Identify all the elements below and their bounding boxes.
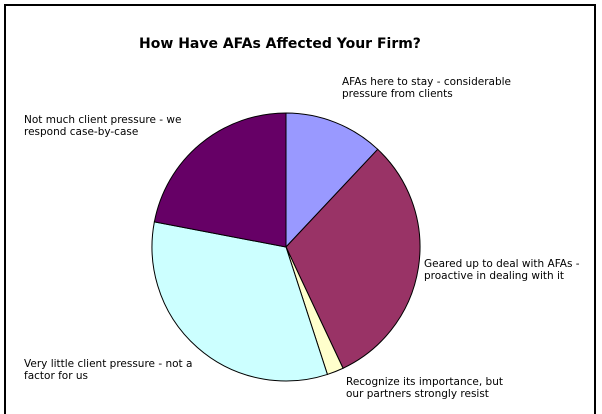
pie-slice-3 — [151, 221, 329, 382]
pie-slice-0 — [285, 112, 379, 249]
slice-label-geared-up: Geared up to deal with AFAs - proactive … — [424, 258, 580, 282]
pie-slice-4 — [153, 112, 287, 248]
slice-label-not-much-pressure: Not much client pressure - we respond ca… — [24, 114, 182, 138]
chart-title: How Have AFAs Affected Your Firm? — [139, 36, 421, 52]
slice-label-little-pressure: Very little client pressure - not a fact… — [24, 358, 193, 382]
pie-slice-1 — [285, 148, 421, 369]
slice-label-here-to-stay: AFAs here to stay - considerable pressur… — [342, 76, 511, 100]
slice-label-partners-resist: Recognize its importance, but our partne… — [346, 376, 503, 400]
